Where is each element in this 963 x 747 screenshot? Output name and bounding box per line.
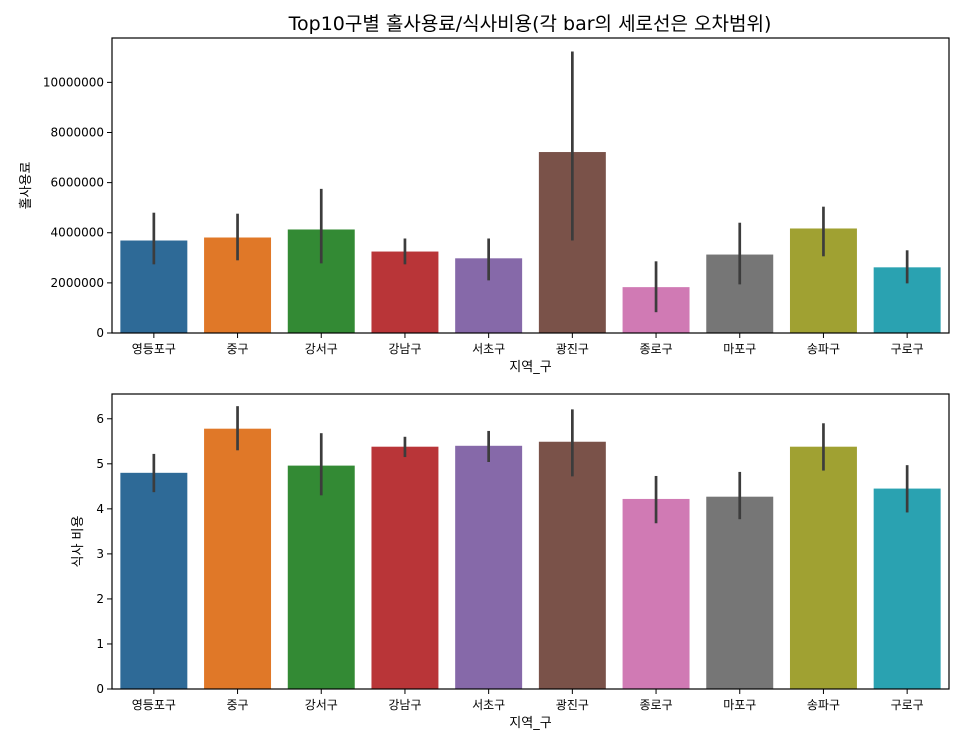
y-tick-label: 4 — [96, 502, 104, 516]
x-tick-label: 강서구 — [305, 342, 338, 356]
x-tick-label: 구로구 — [891, 342, 924, 356]
x-tick-label: 강서구 — [305, 698, 338, 712]
x-axis-label: 지역_구 — [509, 716, 551, 731]
x-tick-label: 마포구 — [723, 342, 756, 356]
bottom-chart: 지역_구 식사 비용 영등포구 중구 강서구 강남구 서초구 광진구 종로구 마포구 송파구 구로… — [71, 393, 950, 731]
chart-title: Top10구별 홀사용료/식사비용(각 bar의 세로선은 오차범위) — [288, 13, 772, 35]
bar-9 — [789, 446, 857, 689]
bar-2 — [204, 428, 272, 689]
x-tick-label: 강남구 — [388, 342, 421, 356]
x-tick-label: 종로구 — [639, 342, 672, 356]
y-tick-label: 0 — [96, 682, 104, 696]
x-tick-label: 중구 — [227, 698, 249, 712]
y-tick-label: 10000000 — [43, 75, 104, 89]
x-tick-label: 영등포구 — [132, 342, 176, 356]
y-tick-label: 3 — [96, 547, 104, 561]
top-chart: 지역_구 홀사용료 영등포구 중구 강서구 강남구 서초구 광진구 종로구 마포구 송파구 구로구… — [19, 37, 950, 375]
x-tick-label: 마포구 — [723, 698, 756, 712]
bar-5 — [455, 445, 523, 689]
y-tick-label: 1 — [96, 637, 104, 651]
y-tick-label: 8000000 — [51, 125, 104, 139]
bar-7 — [622, 498, 690, 689]
bar-6 — [538, 441, 606, 689]
x-tick-label: 서초구 — [472, 342, 505, 356]
y-tick-label: 4000000 — [51, 226, 104, 240]
y-tick-label: 6000000 — [51, 176, 104, 190]
x-tick-label: 중구 — [227, 342, 249, 356]
bar-8 — [706, 496, 774, 689]
bar-4 — [371, 251, 439, 333]
x-tick-label: 광진구 — [556, 698, 589, 712]
bar-3 — [287, 465, 355, 689]
bar-4 — [371, 446, 439, 689]
y-axis-label: 홀사용료 — [19, 162, 34, 210]
bar-1 — [120, 472, 188, 689]
plot-frame — [111, 37, 950, 334]
y-axis-label: 식사 비용 — [71, 515, 86, 567]
x-axis-label: 지역_구 — [509, 360, 551, 375]
y-tick-label: 5 — [96, 457, 104, 471]
x-tick-label: 광진구 — [556, 342, 589, 356]
x-tick-label: 영등포구 — [132, 698, 176, 712]
plot-frame — [111, 393, 950, 690]
x-tick-label: 서초구 — [472, 698, 505, 712]
x-tick-label: 송파구 — [807, 698, 840, 712]
x-tick-label: 종로구 — [639, 698, 672, 712]
y-tick-label: 6 — [96, 412, 104, 426]
y-tick-label: 0 — [96, 326, 104, 340]
x-tick-label: 구로구 — [891, 698, 924, 712]
y-tick-label: 2 — [96, 592, 104, 606]
x-tick-label: 강남구 — [388, 698, 421, 712]
x-tick-label: 송파구 — [807, 342, 840, 356]
bar-10 — [873, 488, 941, 689]
y-tick-label: 2000000 — [51, 276, 104, 290]
